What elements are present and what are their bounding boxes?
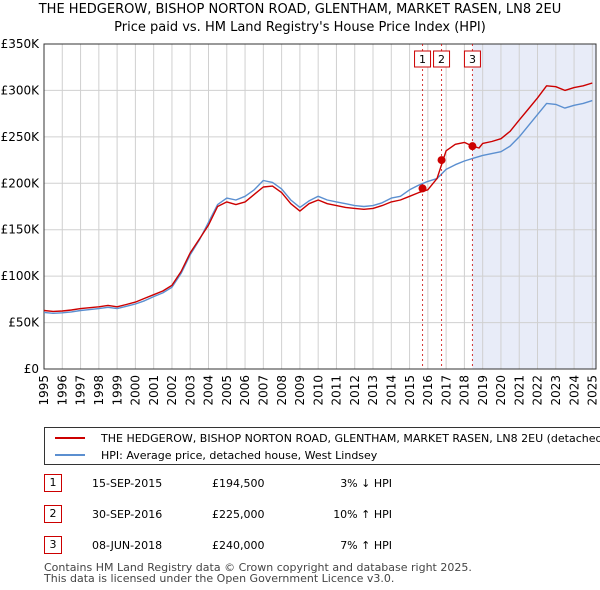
chart-subtitle: Price paid vs. HM Land Registry's House … [114, 20, 486, 35]
sale-point [468, 142, 477, 151]
x-tick-label: 2010 [311, 375, 325, 406]
plot-border [43, 43, 597, 370]
transaction-row: 3 08-JUN-2018 £240,000 7% ↑ HPI [44, 535, 600, 555]
x-tick-label: 1995 [37, 375, 51, 406]
x-tick-label: 2009 [293, 375, 307, 406]
price-chart: £0 £50K £100K £150K £200K £250K £300K £350K 199… [1, 37, 600, 406]
transaction-date: 30-SEP-2016 [92, 508, 163, 521]
sale-point [437, 156, 446, 165]
x-tick-label: 2014 [384, 375, 398, 406]
legend-swatch-property [55, 437, 85, 439]
sale-label-number: 3 [469, 53, 476, 66]
transaction-row: 2 30-SEP-2016 £225,000 10% ↑ HPI [44, 504, 600, 524]
legend-swatch-hpi [55, 454, 85, 456]
post-sale-shade [472, 44, 596, 369]
x-tick-label: 2025 [586, 375, 600, 406]
x-tick-label: 2004 [202, 375, 216, 406]
x-tick-label: 2017 [439, 375, 453, 406]
transaction-hpi-diff: 7% ↑ HPI [340, 539, 392, 552]
transaction-price: £225,000 [212, 508, 265, 521]
chart-title: THE HEDGEROW, BISHOP NORTON ROAD, GLENTH… [38, 2, 562, 17]
x-tick-label: 1999 [110, 375, 124, 406]
y-tick-label: £300K [1, 83, 41, 97]
x-tick-label: 2016 [421, 375, 435, 406]
sale-label-box [433, 50, 451, 68]
x-tick-label: 2018 [458, 375, 472, 406]
transaction-hpi-diff: 10% ↑ HPI [333, 508, 392, 521]
y-tick-label: £350K [1, 37, 41, 51]
footer-licence: This data is licensed under the Open Gov… [44, 572, 395, 585]
sale-label-number: 1 [419, 53, 426, 66]
y-tick-label: £250K [1, 130, 41, 144]
y-tick-label: £200K [1, 176, 41, 190]
x-tick-label: 2019 [476, 375, 490, 406]
hpi-series-line [43, 99, 593, 314]
legend: THE HEDGEROW, BISHOP NORTON ROAD, GLENTH… [44, 427, 600, 465]
x-tick-label: 1996 [55, 375, 69, 406]
sale-point [418, 184, 427, 193]
x-tick-label: 2015 [403, 375, 417, 406]
transaction-number: 1 [44, 474, 62, 492]
y-tick-label: £100K [1, 269, 41, 283]
x-tick-label: 2024 [567, 375, 581, 406]
y-tick-label: £0 [24, 362, 39, 376]
x-tick-label: 2013 [366, 375, 380, 406]
sale-label-box [414, 50, 432, 68]
sale-label-box [463, 50, 481, 68]
x-tick-label: 1997 [74, 375, 88, 406]
sale-label-number: 2 [438, 53, 445, 66]
x-tick-label: 2000 [129, 375, 143, 406]
legend-label-property: THE HEDGEROW, BISHOP NORTON ROAD, GLENTH… [101, 431, 600, 445]
y-tick-label: £150K [1, 223, 41, 237]
transaction-number: 2 [44, 505, 62, 523]
transaction-number: 3 [44, 536, 62, 554]
x-tick-label: 2022 [531, 375, 545, 406]
legend-label-hpi: HPI: Average price, detached house, West… [101, 448, 378, 462]
x-tick-label: 2006 [238, 375, 252, 406]
x-tick-label: 2001 [147, 375, 161, 406]
legend-entry-hpi: HPI: Average price, detached house, West… [55, 448, 377, 462]
x-tick-label: 2007 [257, 375, 271, 406]
transaction-date: 15-SEP-2015 [92, 477, 163, 490]
transaction-price: £194,500 [212, 477, 265, 490]
x-tick-label: 2008 [275, 375, 289, 406]
transaction-row: 1 15-SEP-2015 £194,500 3% ↓ HPI [44, 473, 600, 493]
x-tick-label: 2003 [183, 375, 197, 406]
transaction-date: 08-JUN-2018 [92, 539, 163, 552]
legend-entry-property: THE HEDGEROW, BISHOP NORTON ROAD, GLENTH… [55, 431, 600, 445]
transaction-hpi-diff: 3% ↓ HPI [340, 477, 392, 490]
transaction-price: £240,000 [212, 539, 265, 552]
x-tick-label: 1998 [92, 375, 106, 406]
x-tick-label: 2020 [494, 375, 508, 406]
x-tick-label: 2023 [549, 375, 563, 406]
x-tick-label: 2012 [348, 375, 362, 406]
y-tick-label: £50K [8, 316, 40, 330]
x-tick-label: 2011 [330, 375, 344, 406]
footer-copyright: Contains HM Land Registry data © Crown c… [44, 561, 472, 574]
x-tick-label: 2002 [165, 375, 179, 406]
x-tick-label: 2021 [512, 375, 526, 406]
x-tick-label: 2005 [220, 375, 234, 406]
property-series-line [43, 82, 593, 313]
